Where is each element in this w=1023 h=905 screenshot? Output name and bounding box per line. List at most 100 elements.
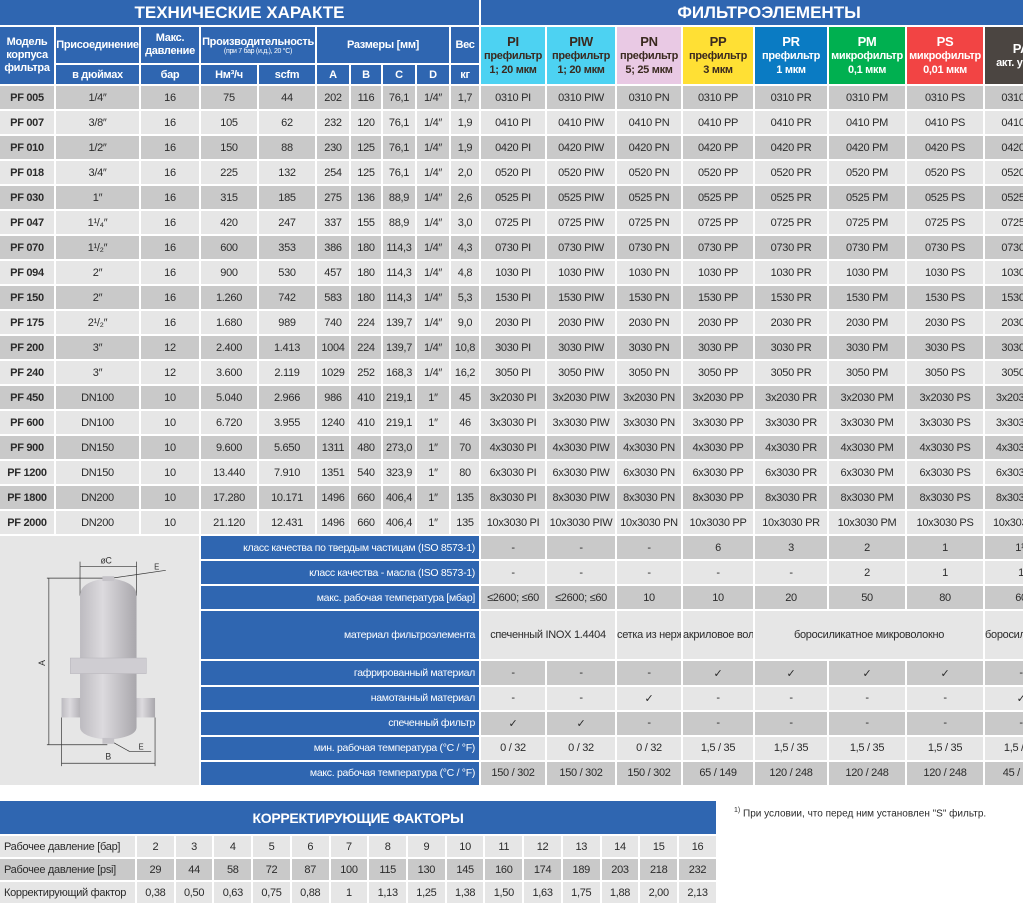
filter-element-cell: 0410 PP xyxy=(683,111,754,134)
spec-cell: 1/4″ xyxy=(417,236,449,259)
spec-cell: 1″ xyxy=(417,461,449,484)
filter-element-cell: 3050 PIW xyxy=(547,361,616,384)
spec-cell: 7.910 xyxy=(259,461,315,484)
correction-value: 0,75 xyxy=(253,882,290,903)
spec-cell: 225 xyxy=(201,161,257,184)
table-row: PF 007 3/8″ 16 105 62 232 120 76,1 1/4″ 1,9 0410 P… xyxy=(0,111,1023,134)
filter-element-cell: 0525 PM xyxy=(829,186,906,209)
filter-element-cell: 0310 PP xyxy=(683,86,754,109)
filter-element-cell: 1030 PR xyxy=(755,261,828,284)
spec-cell: 5.040 xyxy=(201,386,257,409)
spec-cell: 2¹/₂″ xyxy=(56,311,139,334)
filter-element-cell: 1530 PP xyxy=(683,286,754,309)
spec-cell: 76,1 xyxy=(383,111,415,134)
spec-cell: 12.431 xyxy=(259,511,315,534)
spec-cell: 2.400 xyxy=(201,336,257,359)
spec-cell: 114,3 xyxy=(383,261,415,284)
filter-element-cell: 0525 PA xyxy=(985,186,1023,209)
spec-cell: 125 xyxy=(351,136,381,159)
filter-element-cell: 2030 PM xyxy=(829,311,906,334)
property-value: - xyxy=(481,686,546,710)
spec-cell: 1″ xyxy=(417,411,449,434)
filter-element-cell: 6x3030 PS xyxy=(907,461,984,484)
filter-element-cell: 4x3030 PM xyxy=(829,436,906,459)
filter-element-cell: 0420 PS xyxy=(907,136,984,159)
table-row: PF 018 3/4″ 16 225 132 254 125 76,1 1/4″ 2,0 0520 … xyxy=(0,161,1023,184)
spec-cell: 406,4 xyxy=(383,511,415,534)
filter-element-cell: 0520 PM xyxy=(829,161,906,184)
spec-cell: 1/2″ xyxy=(56,136,139,159)
filter-code: PS xyxy=(936,33,954,49)
filter-element-cell: 0730 PI xyxy=(481,236,546,259)
filter-element-cell: 0410 PA xyxy=(985,111,1023,134)
spec-cell: 406,4 xyxy=(383,486,415,509)
spec-cell: 16 xyxy=(141,236,199,259)
filter-element-cell: 4x3030 PIW xyxy=(547,436,616,459)
specs-table: ТЕХНИЧЕСКИЕ ХАРАКТЕ ФИЛЬТРОЭЛЕМЕНТЫ Моде… xyxy=(0,0,1023,785)
spec-cell: 180 xyxy=(351,261,381,284)
property-value: 1,5 / 35 xyxy=(907,736,984,760)
label-b: B xyxy=(105,751,111,761)
filter-element-cell: 10x3030 PN xyxy=(617,511,682,534)
spec-cell: 540 xyxy=(351,461,381,484)
property-value: - xyxy=(829,711,906,735)
table-row: PF 005 1/4″ 16 75 44 202 116 76,1 1/4″ 1,7 0310 PI… xyxy=(0,86,1023,109)
footnote-text: При условии, что перед ним установлен "S… xyxy=(743,808,987,820)
property-label: макс. рабочая температура [мбар] xyxy=(201,586,480,610)
correction-label: Рабочее давление [psi] xyxy=(0,859,135,880)
filter-element-cell: 3x3030 PM xyxy=(829,411,906,434)
correction-value: 1,88 xyxy=(601,882,639,903)
filter-element-cell: 3x2030 PS xyxy=(907,386,984,409)
spec-cell: 230 xyxy=(317,136,349,159)
table-row: PF 200 3″ 12 2.400 1.413 1004 224 139,7 1/4″ 10,8… xyxy=(0,336,1023,359)
filter-element-cell: 0730 PS xyxy=(907,236,984,259)
model-cell: PF 240 xyxy=(0,361,54,384)
spec-cell: 3″ xyxy=(56,361,139,384)
filter-element-cell: 0520 PP xyxy=(683,161,754,184)
property-value: - xyxy=(547,661,616,685)
correction-value: 14 xyxy=(601,836,639,857)
correction-value: 174 xyxy=(524,859,561,880)
filter-housing-drawing: øC A B E E xyxy=(36,556,166,767)
filter-element-cell: 3030 PA xyxy=(985,336,1023,359)
spec-cell: 1.680 xyxy=(201,311,257,334)
filter-desc: префильтр xyxy=(619,49,679,62)
filter-element-cell: 8x3030 PI xyxy=(481,486,546,509)
spec-cell: 16 xyxy=(141,311,199,334)
filter-size: 1; 20 мкм xyxy=(489,63,537,76)
property-value: 1 xyxy=(907,536,984,560)
property-value: 1 xyxy=(985,561,1023,585)
spec-cell: 323,9 xyxy=(383,461,415,484)
spec-cell: 105 xyxy=(201,111,257,134)
spec-cell: 21.120 xyxy=(201,511,257,534)
spec-cell: 13.440 xyxy=(201,461,257,484)
property-label: спеченный фильтр xyxy=(201,711,480,735)
spec-cell: 46 xyxy=(451,411,480,434)
property-value: 1,5 / 35 xyxy=(985,736,1023,760)
filter-element-cell: 3050 PP xyxy=(683,361,754,384)
filter-element-cell: 6x3030 PIW xyxy=(547,461,616,484)
spec-cell: 12 xyxy=(141,336,199,359)
correction-label: Корректирующий фактор xyxy=(0,882,135,903)
correction-value: 1,75 xyxy=(562,882,600,903)
filter-header-pm: PM микрофильтр 0,1 мкм xyxy=(829,27,906,84)
filter-size: 1; 20 мкм xyxy=(557,63,605,76)
table-row: PF 2000 DN200 10 21.120 12.431 1496 660 406,4 1″… xyxy=(0,511,1023,534)
filter-element-cell: 3x2030 PN xyxy=(617,386,682,409)
spec-cell: 76,1 xyxy=(383,161,415,184)
property-value: 65 / 149 xyxy=(683,761,754,785)
filter-element-cell: 0520 PN xyxy=(617,161,682,184)
spec-cell: 275 xyxy=(317,186,349,209)
correction-value: 145 xyxy=(446,859,484,880)
property-value: - xyxy=(907,686,984,710)
filter-header-pa: PAакт. уголь xyxy=(985,27,1023,84)
spec-cell: 45 xyxy=(451,386,480,409)
correction-value: 16 xyxy=(679,836,716,857)
filter-element-cell: 10x3030 PI xyxy=(481,511,546,534)
table-row: PF 070 1¹/₂″ 16 600 353 386 180 114,3 1/4″ 4,3 073… xyxy=(0,236,1023,259)
filter-element-cell: 2030 PS xyxy=(907,311,984,334)
correction-row: Рабочее давление [psi] 29 44 58 72 87 100 115 13… xyxy=(0,859,716,880)
correction-value: 203 xyxy=(601,859,639,880)
spec-cell: 139,7 xyxy=(383,311,415,334)
spec-cell: 742 xyxy=(259,286,315,309)
